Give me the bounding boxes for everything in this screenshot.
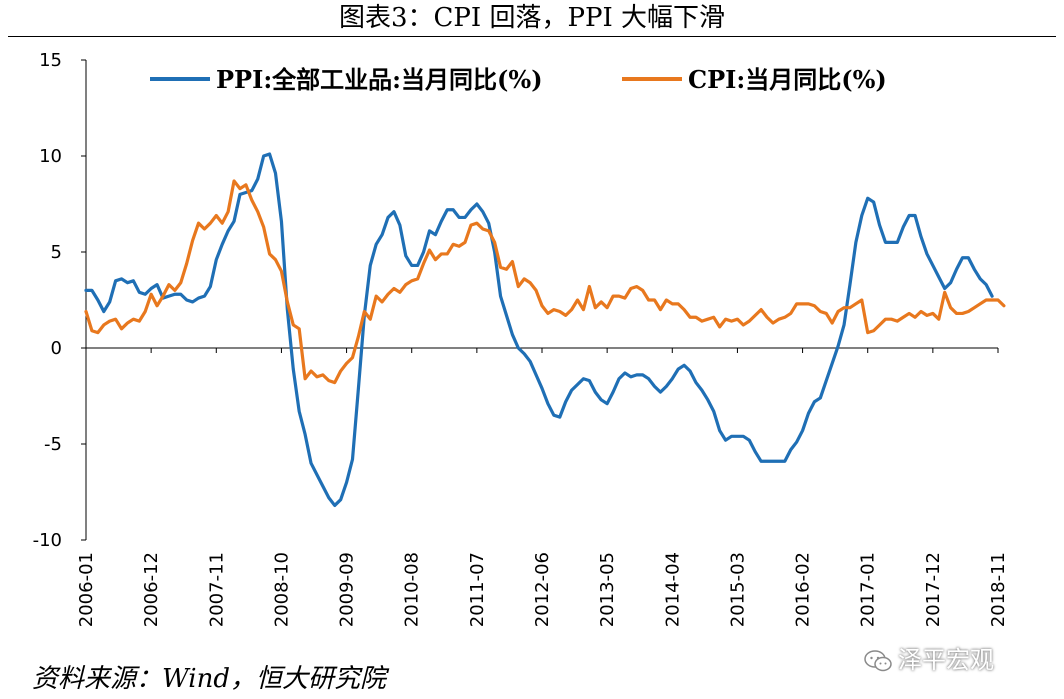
x-tick-label: 2018-11 [988,552,1009,627]
x-tick-label: 2017-01 [858,552,879,627]
x-tick-label: 2006-12 [141,552,162,627]
y-tick-label: -10 [33,530,62,551]
watermark-text: 泽平宏观 [898,646,994,674]
title-divider [8,36,1056,37]
y-tick-label: 15 [39,50,62,71]
x-tick-label: 2016-02 [793,552,814,627]
x-tick-label: 2013-05 [597,552,618,627]
x-tick-label: 2012-06 [532,552,553,627]
x-tick-label: 2009-09 [337,552,358,627]
chart-title: 图表3：CPI 回落，PPI 大幅下滑 [339,3,725,33]
series-line-ppi [84,152,994,508]
x-tick-label: 2017-12 [923,552,944,627]
wechat-icon [864,650,892,672]
x-tick-label: 2014-04 [662,552,683,627]
legend: PPI:全部工业品:当月同比(%) CPI:当月同比(%) [150,65,887,94]
x-tick-label: 2006-01 [76,552,97,627]
series-line-cpi [84,179,1006,385]
x-tick-label: 2015-03 [727,552,748,627]
legend-label-cpi: CPI:当月同比(%) [688,65,887,94]
source-note: 资料来源：Wind，恒大研究院 [32,664,386,694]
x-tick-label: 2010-08 [402,552,423,627]
y-tick-label: 5 [51,242,62,263]
series-layer [84,152,1006,508]
y-tick-label: -5 [44,434,62,455]
y-tick-label: 10 [39,146,62,167]
watermark: 泽平宏观 [864,640,994,675]
y-tick-label: 0 [51,338,62,359]
x-tick-label: 2008-10 [271,552,292,627]
x-tick-label: 2011-07 [467,552,488,627]
legend-label-ppi: PPI:全部工业品:当月同比(%) [216,65,543,94]
x-tick-label: 2007-11 [206,552,227,627]
axes-layer: 15 10 5 0 -5 -10 2006-01 2006-12 2007-11 2008-10 2… [33,50,1009,627]
